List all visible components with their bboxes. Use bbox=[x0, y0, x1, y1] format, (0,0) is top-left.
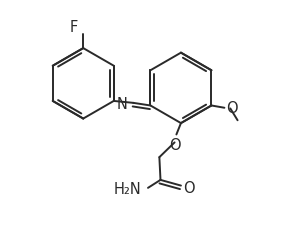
Text: F: F bbox=[70, 19, 78, 34]
Text: O: O bbox=[169, 137, 181, 152]
Text: H₂N: H₂N bbox=[113, 182, 141, 197]
Text: O: O bbox=[226, 101, 238, 116]
Text: O: O bbox=[183, 180, 194, 195]
Text: N: N bbox=[117, 97, 128, 112]
